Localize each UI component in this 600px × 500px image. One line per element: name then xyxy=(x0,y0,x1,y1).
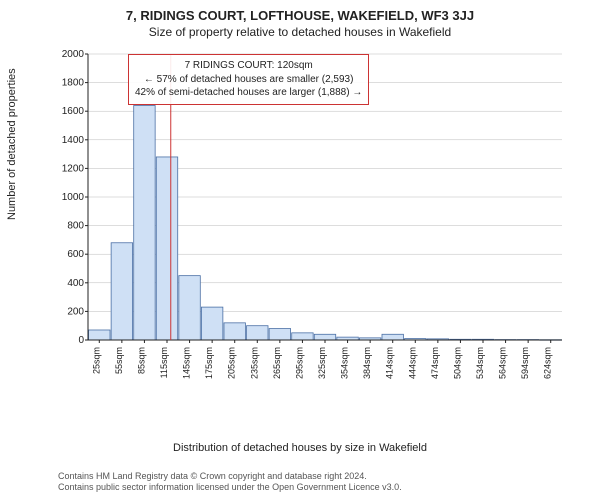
x-tick-label: 235sqm xyxy=(249,347,259,379)
svg-text:1400: 1400 xyxy=(62,135,85,146)
footer: Contains HM Land Registry data © Crown c… xyxy=(58,471,402,494)
svg-text:1200: 1200 xyxy=(62,163,85,174)
footer-line2: Contains public sector information licen… xyxy=(58,482,402,494)
histogram-bar xyxy=(382,334,403,340)
svg-text:200: 200 xyxy=(67,306,84,317)
x-tick-label: 474sqm xyxy=(430,347,440,379)
x-tick-label: 534sqm xyxy=(475,347,485,379)
histogram-bar xyxy=(89,330,110,340)
x-tick-label: 175sqm xyxy=(204,347,214,379)
svg-text:400: 400 xyxy=(67,278,84,289)
svg-text:600: 600 xyxy=(67,249,84,260)
svg-text:800: 800 xyxy=(67,221,84,232)
histogram-bar xyxy=(314,334,335,340)
callout-line3: 42% of semi-detached houses are larger (… xyxy=(135,86,362,100)
x-tick-label: 55sqm xyxy=(114,347,124,374)
x-axis-label: Distribution of detached houses by size … xyxy=(0,442,600,454)
x-tick-label: 594sqm xyxy=(520,347,530,379)
histogram-bar xyxy=(201,307,222,340)
page-title: 7, RIDINGS COURT, LOFTHOUSE, WAKEFIELD, … xyxy=(0,8,600,23)
svg-text:2000: 2000 xyxy=(62,50,85,60)
x-tick-label: 205sqm xyxy=(227,347,237,379)
x-tick-label: 115sqm xyxy=(159,347,169,378)
chart-area: 0 200 400 600 800 1000 1200 1400 1600 1800 2000 25s… xyxy=(58,50,568,390)
x-tick-label: 564sqm xyxy=(498,347,508,379)
svg-text:1800: 1800 xyxy=(62,78,85,89)
footer-line1: Contains HM Land Registry data © Crown c… xyxy=(58,471,402,483)
callout-line2: ← 57% of detached houses are smaller (2,… xyxy=(135,73,362,87)
histogram-bar xyxy=(292,333,313,340)
histogram-bar xyxy=(269,329,290,340)
callout-line1: 7 RIDINGS COURT: 120sqm xyxy=(135,59,362,73)
x-tick-label: 25sqm xyxy=(91,347,101,374)
callout-box: 7 RIDINGS COURT: 120sqm ← 57% of detache… xyxy=(128,54,369,105)
x-tick-label: 295sqm xyxy=(294,347,304,379)
x-tick-label: 325sqm xyxy=(317,347,327,379)
histogram-bar xyxy=(179,276,200,340)
svg-text:1000: 1000 xyxy=(62,192,85,203)
x-tick-label: 444sqm xyxy=(407,347,417,379)
svg-text:0: 0 xyxy=(78,335,84,346)
x-tick-label: 354sqm xyxy=(340,347,350,379)
histogram-bar xyxy=(134,105,155,340)
x-tick-label: 85sqm xyxy=(136,347,146,374)
histogram-bar xyxy=(156,157,177,340)
svg-text:1600: 1600 xyxy=(62,106,85,117)
x-tick-label: 624sqm xyxy=(543,347,553,379)
page-subtitle: Size of property relative to detached ho… xyxy=(0,25,600,39)
x-tick-label: 145sqm xyxy=(182,347,192,379)
histogram-bar xyxy=(111,243,132,340)
x-tick-label: 414sqm xyxy=(385,347,395,379)
histogram-bar xyxy=(224,323,245,340)
y-axis-label: Number of detached properties xyxy=(6,68,18,220)
x-tick-label: 504sqm xyxy=(452,347,462,379)
histogram-bar xyxy=(247,326,268,340)
x-tick-label: 265sqm xyxy=(272,347,282,379)
x-tick-label: 384sqm xyxy=(362,347,372,379)
